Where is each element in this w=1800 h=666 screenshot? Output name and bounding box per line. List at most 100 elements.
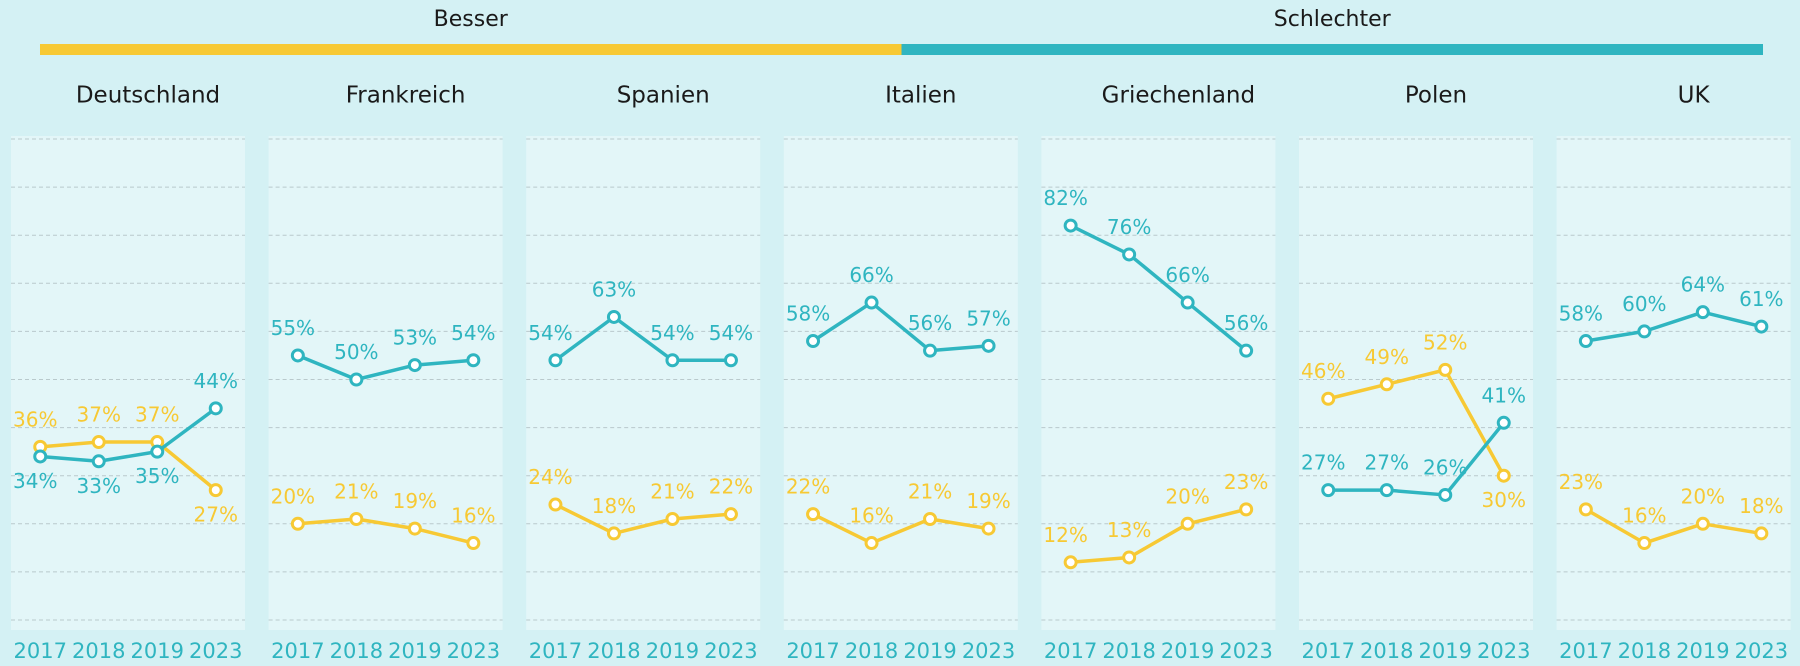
value-label: 19% [966, 489, 1010, 513]
legend-bar [40, 44, 902, 55]
x-tick-label: 2023 [1219, 639, 1272, 663]
value-label: 36% [13, 407, 57, 431]
value-label: 54% [528, 321, 572, 345]
panel-background [1041, 136, 1276, 630]
x-tick-label: 2023 [189, 639, 242, 663]
value-label: 16% [451, 504, 495, 528]
value-label: 21% [908, 479, 952, 503]
series-line [1327, 368, 1506, 477]
x-tick-label: 2018 [1618, 639, 1671, 663]
data-point [1321, 391, 1336, 406]
value-label: 56% [1224, 311, 1268, 335]
panel-title: Spanien [617, 83, 710, 109]
x-tick-label: 2023 [962, 639, 1015, 663]
data-point [1379, 377, 1394, 392]
data-point [981, 338, 996, 353]
legend-label: Besser [434, 7, 509, 32]
x-tick-label: 2017 [786, 639, 839, 663]
data-point [1122, 247, 1137, 262]
value-label: 18% [592, 494, 636, 518]
data-point [1239, 343, 1254, 358]
x-tick-label: 2017 [271, 639, 324, 663]
data-point [1754, 526, 1769, 541]
data-point [1695, 305, 1710, 320]
legend-label: Schlechter [1274, 7, 1392, 32]
value-label: 27% [1365, 451, 1409, 475]
data-point [606, 309, 621, 324]
data-point [806, 334, 821, 349]
series-line [40, 440, 217, 492]
value-label: 24% [528, 465, 572, 489]
panel-title: Griechenland [1102, 83, 1255, 109]
value-label: 34% [13, 469, 57, 493]
panel-title: Frankreich [346, 83, 466, 109]
panel-background [11, 136, 245, 630]
data-point [1754, 319, 1769, 334]
data-point [1496, 468, 1511, 483]
value-label: 33% [77, 474, 121, 498]
series-line [297, 353, 474, 382]
x-tick-label: 2018 [330, 639, 383, 663]
x-tick-label: 2018 [72, 639, 125, 663]
x-tick-label: 2017 [529, 639, 582, 663]
x-tick-label: 2019 [1676, 639, 1729, 663]
value-label: 82% [1043, 186, 1087, 210]
value-label: 58% [786, 302, 830, 326]
panel-title: Deutschland [76, 83, 220, 109]
x-tick-label: 2023 [704, 639, 757, 663]
data-point [548, 497, 563, 512]
value-label: 55% [271, 316, 315, 340]
series-line [1069, 224, 1248, 352]
data-point [33, 449, 48, 464]
data-point [923, 511, 938, 526]
panel-background [268, 136, 503, 630]
value-label: 19% [393, 489, 437, 513]
data-point [1578, 502, 1593, 517]
value-label: 27% [1301, 451, 1345, 475]
data-point [290, 348, 305, 363]
x-tick-label: 2018 [587, 639, 640, 663]
x-tick-label: 2017 [1302, 639, 1355, 663]
value-label: 18% [1739, 494, 1783, 518]
value-label: 66% [849, 263, 893, 287]
data-point [548, 353, 563, 368]
series-line [1328, 421, 1506, 497]
value-label: 56% [908, 311, 952, 335]
x-tick-label: 2019 [388, 639, 441, 663]
value-label: 20% [1165, 484, 1209, 508]
series-line [812, 512, 989, 545]
panel-background [783, 136, 1018, 630]
data-point [349, 511, 364, 526]
value-label: 57% [966, 306, 1010, 330]
panel-title: UK [1678, 83, 1711, 109]
value-label: 16% [849, 504, 893, 528]
x-tick-label: 2019 [131, 639, 184, 663]
data-point [923, 343, 938, 358]
value-label: 54% [451, 321, 495, 345]
value-label: 76% [1107, 215, 1151, 239]
value-label: 52% [1423, 330, 1467, 354]
data-point [665, 353, 680, 368]
series-line [554, 502, 732, 536]
data-point [1239, 502, 1254, 517]
data-point [1180, 516, 1195, 531]
data-point [1637, 324, 1652, 339]
x-tick-label: 2018 [1102, 639, 1155, 663]
value-label: 61% [1739, 287, 1783, 311]
data-point [606, 526, 621, 541]
data-point [407, 521, 422, 536]
data-point [1578, 334, 1593, 349]
panel-title: Polen [1405, 83, 1467, 109]
data-point [466, 353, 481, 368]
data-point [665, 511, 680, 526]
value-label: 49% [1365, 345, 1409, 369]
value-label: 60% [1622, 292, 1666, 316]
value-label: 37% [77, 403, 121, 427]
series-line [297, 517, 474, 545]
value-label: 53% [393, 326, 437, 350]
data-point [466, 536, 481, 551]
value-label: 54% [709, 321, 753, 345]
panel-title: Italien [885, 83, 956, 109]
value-label: 35% [135, 464, 179, 488]
panel-background [526, 136, 761, 630]
